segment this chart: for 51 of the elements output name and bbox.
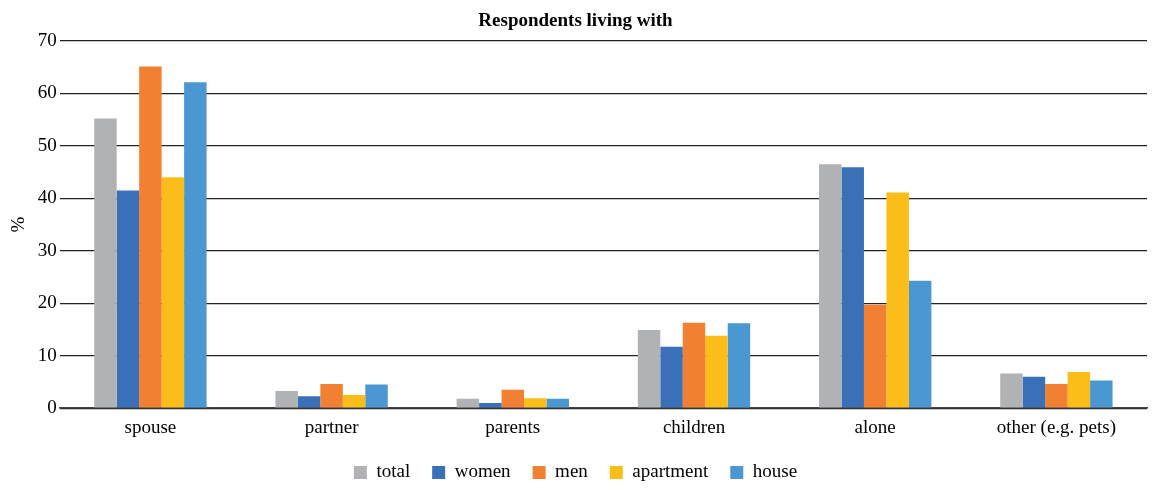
bar — [705, 335, 728, 408]
bar — [841, 167, 864, 408]
x-tick-label: parents — [485, 415, 541, 437]
bar — [819, 164, 842, 408]
bar — [184, 82, 207, 408]
legend-label: apartment — [632, 460, 709, 482]
bar — [637, 330, 661, 408]
bar — [320, 384, 343, 408]
bar — [1000, 373, 1023, 408]
bar — [365, 384, 388, 408]
bar — [501, 389, 525, 408]
bar — [1022, 376, 1046, 408]
bar — [94, 118, 117, 408]
bar — [727, 323, 751, 408]
bar — [479, 402, 502, 408]
bar — [524, 398, 547, 408]
bar — [908, 280, 932, 408]
x-tick-label: children — [662, 415, 726, 437]
bar — [863, 304, 887, 408]
y-tick-label: 30 — [37, 238, 57, 260]
x-tick-label: other (e.g. pets) — [996, 415, 1117, 438]
y-tick-label: 0 — [47, 396, 57, 418]
bar — [161, 177, 185, 408]
y-tick-label: 40 — [37, 186, 57, 208]
x-tick-label: partner — [304, 415, 360, 437]
y-tick-label: 10 — [37, 343, 57, 365]
legend-label: house — [752, 460, 798, 482]
bar — [660, 346, 683, 408]
bar — [139, 66, 162, 408]
bar — [342, 395, 366, 408]
y-tick-label: 70 — [37, 28, 57, 50]
bar — [297, 396, 321, 408]
x-tick-label: spouse — [124, 415, 177, 437]
bar — [275, 390, 298, 408]
bar — [1090, 380, 1113, 408]
legend-label: women — [454, 460, 512, 482]
y-tick-label: 50 — [37, 133, 57, 155]
bar — [116, 190, 140, 408]
bar — [1045, 384, 1068, 408]
y-tick-label: 20 — [37, 291, 57, 313]
bar — [456, 398, 480, 408]
y-axis-title: % — [7, 216, 29, 233]
x-tick-label: alone — [854, 415, 896, 437]
bar — [682, 322, 706, 408]
legend-label: men — [555, 460, 589, 482]
bar — [546, 398, 569, 408]
legend-label: total — [376, 460, 411, 482]
chart-title: Respondents living with — [478, 9, 674, 31]
bar — [1067, 371, 1091, 408]
y-tick-label: 60 — [37, 81, 57, 103]
bar — [886, 192, 909, 408]
